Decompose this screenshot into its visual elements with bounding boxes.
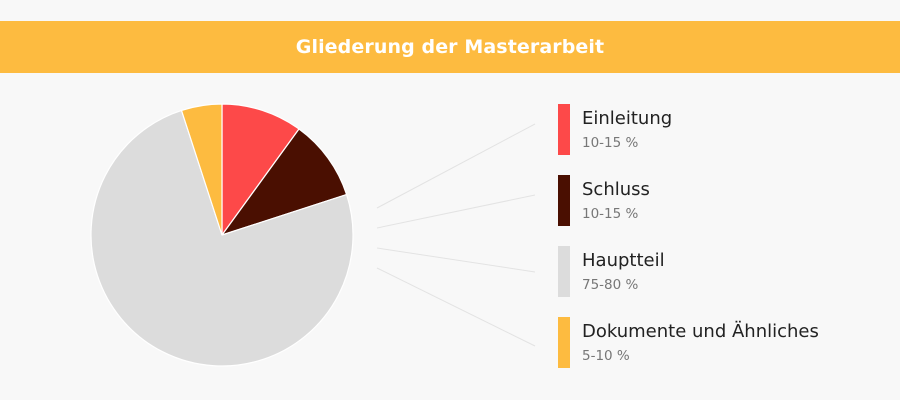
connector-line	[376, 267, 536, 347]
connector-line	[376, 123, 536, 209]
legend-item-dokumente: Dokumente und Ähnliches 5-10 %	[558, 317, 888, 368]
pie-slice-einleitung	[221, 103, 300, 236]
legend-value: 75-80 %	[582, 277, 639, 293]
legend-swatch-einleitung	[558, 104, 570, 155]
legend-label: Einleitung	[582, 108, 673, 129]
connector-line	[376, 247, 536, 273]
legend-label: Hauptteil	[582, 250, 665, 271]
pie-slices	[90, 103, 354, 367]
legend-value: 5-10 %	[582, 348, 630, 364]
legend-value: 10-15 %	[582, 206, 639, 222]
legend-label: Dokumente und Ähnliches	[582, 321, 819, 342]
legend-swatch-schluss	[558, 175, 570, 226]
legend-value: 10-15 %	[582, 135, 639, 151]
legend-swatch-dokumente	[558, 317, 570, 368]
title-banner: Gliederung der Masterarbeit	[0, 21, 900, 73]
legend-swatch-hauptteil	[558, 246, 570, 297]
connector-line	[376, 194, 536, 229]
chart-title: Gliederung der Masterarbeit	[295, 36, 605, 58]
legend-item-schluss: Schluss 10-15 %	[558, 175, 888, 226]
pie-slice-dokumente	[180, 103, 223, 236]
pie-slice-hauptteil	[90, 109, 354, 367]
legend-item-einleitung: Einleitung 10-15 %	[558, 104, 888, 155]
legend-connector-lines	[376, 123, 536, 347]
legend-item-hauptteil: Hauptteil 75-80 %	[558, 246, 888, 297]
legend-label: Schluss	[582, 179, 650, 200]
pie-slice-schluss	[221, 128, 348, 236]
